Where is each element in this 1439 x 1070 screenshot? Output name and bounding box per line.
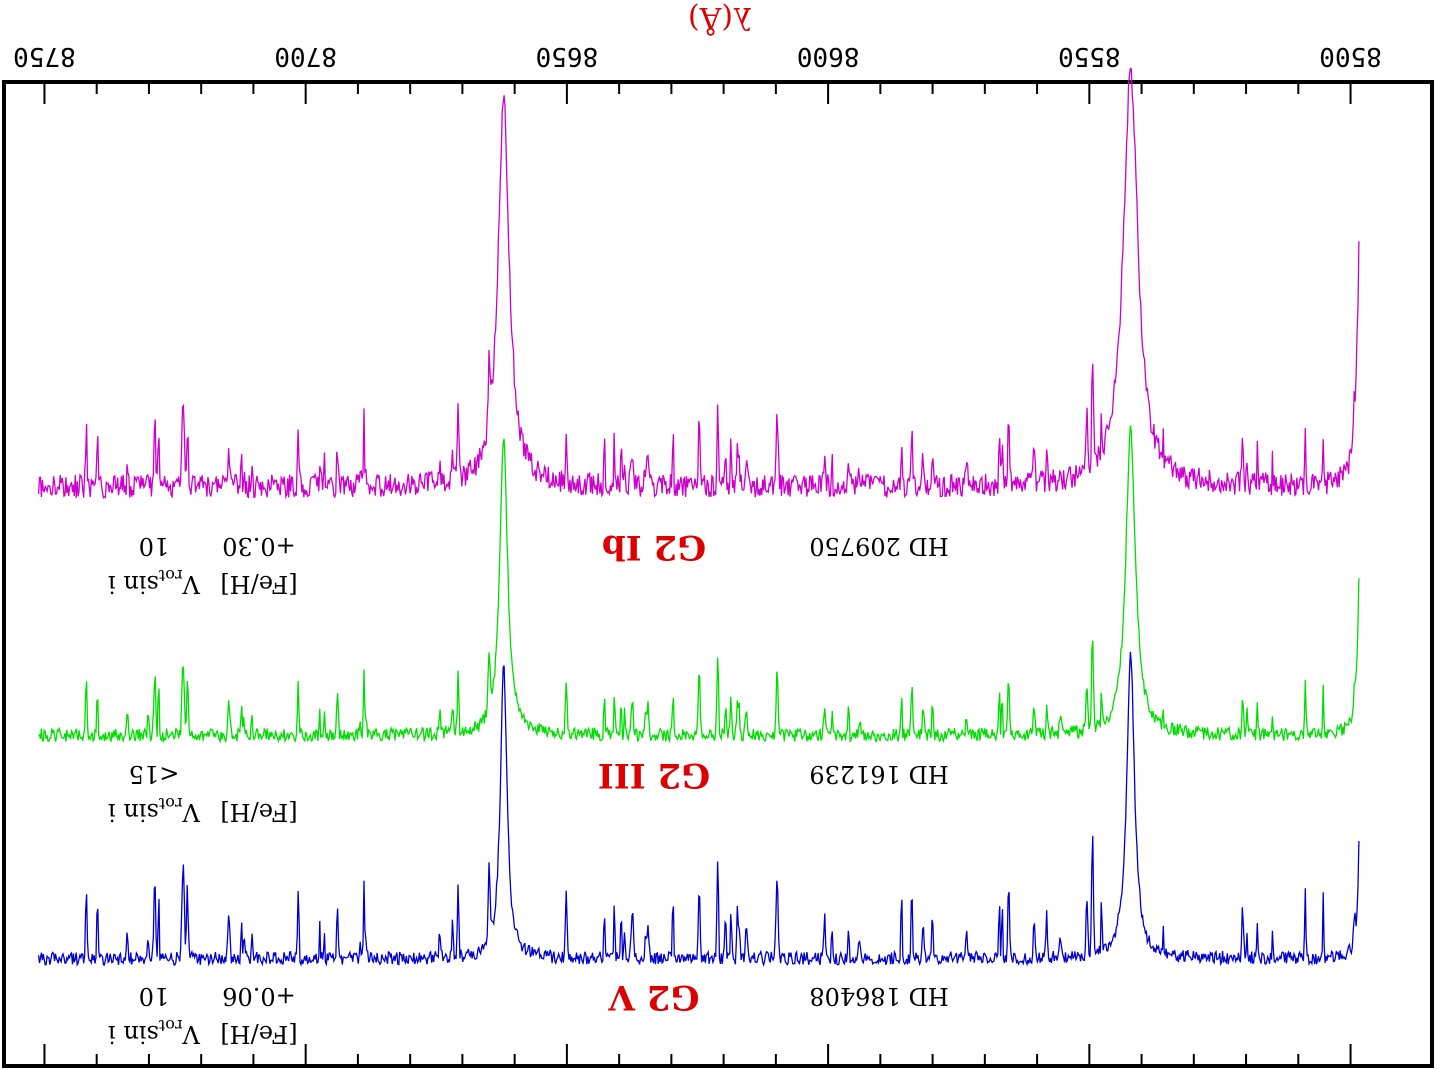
star-name: HD 161239	[809, 760, 948, 788]
star-name: HD 186408	[809, 982, 948, 1010]
annotation-hd-186408: HD 186408 G2 V [Fe/H] Vrotsin i +0.06 10	[108, 977, 949, 1048]
spectra-group	[37, 67, 1360, 967]
x-tick-label: 8700	[274, 41, 337, 71]
spectrum-line-hd-186408	[37, 651, 1360, 967]
vsini-header: Vrotsin i	[108, 1016, 201, 1048]
spectrum-line-hd-209750	[37, 67, 1360, 500]
vsini-header: Vrotsin i	[108, 566, 201, 598]
x-tick-label: 8550	[1058, 41, 1121, 71]
x-tick-label: 8750	[13, 41, 76, 71]
spectrum-line-hd-161239	[38, 425, 1360, 744]
vsini-value: 10	[139, 532, 170, 560]
spectral-type: G2 Ib	[602, 527, 706, 567]
vsini-value: 10	[139, 982, 170, 1010]
x-tick-label: 8600	[797, 41, 860, 71]
fe-h-header: [Fe/H]	[220, 798, 297, 826]
fe-h-header: [Fe/H]	[220, 1020, 297, 1048]
x-tick-label: 8650	[536, 41, 599, 71]
annotation-hd-161239: HD 161239 G2 III [Fe/H] Vrotsin i <15	[108, 755, 949, 826]
vsini-value: <15	[129, 760, 180, 788]
fe-h-value: +0.06	[222, 982, 296, 1010]
star-name: HD 209750	[809, 532, 948, 560]
vsini-header: Vrotsin i	[108, 794, 201, 826]
x-axis-title: λ(Å)	[688, 0, 752, 36]
spectral-type: G2 III	[598, 755, 710, 795]
x-tick-label: 8500	[1319, 41, 1382, 71]
annotation-hd-209750: HD 209750 G2 Ib [Fe/H] Vrotsin i +0.30 10	[108, 527, 949, 598]
fe-h-header: [Fe/H]	[220, 570, 297, 598]
fe-h-value: +0.30	[222, 532, 296, 560]
x-axis-tick-labels: 8500 8550 8600 8650 8700 8750	[13, 41, 1382, 71]
spectral-type: G2 V	[608, 977, 700, 1017]
plot-frame	[2, 80, 1434, 1068]
x-axis-ticks	[43, 82, 1352, 1066]
